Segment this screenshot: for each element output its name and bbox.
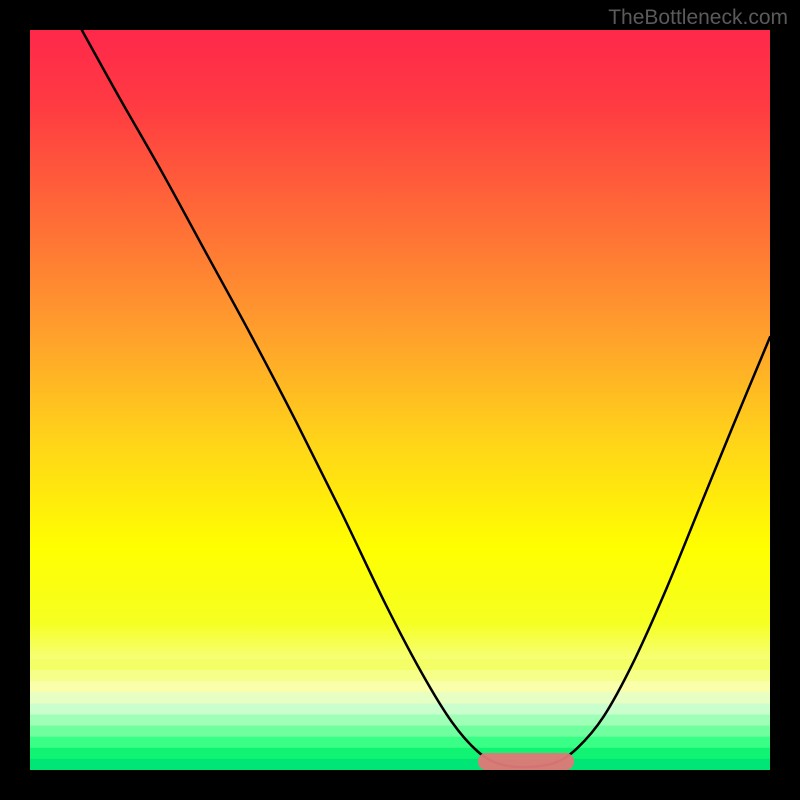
optimal-range-highlight <box>478 753 573 770</box>
attribution-text: TheBottleneck.com <box>608 6 788 30</box>
plot-svg <box>30 30 770 770</box>
bottleneck-chart: TheBottleneck.com <box>0 0 800 800</box>
gradient-bands <box>30 659 770 770</box>
